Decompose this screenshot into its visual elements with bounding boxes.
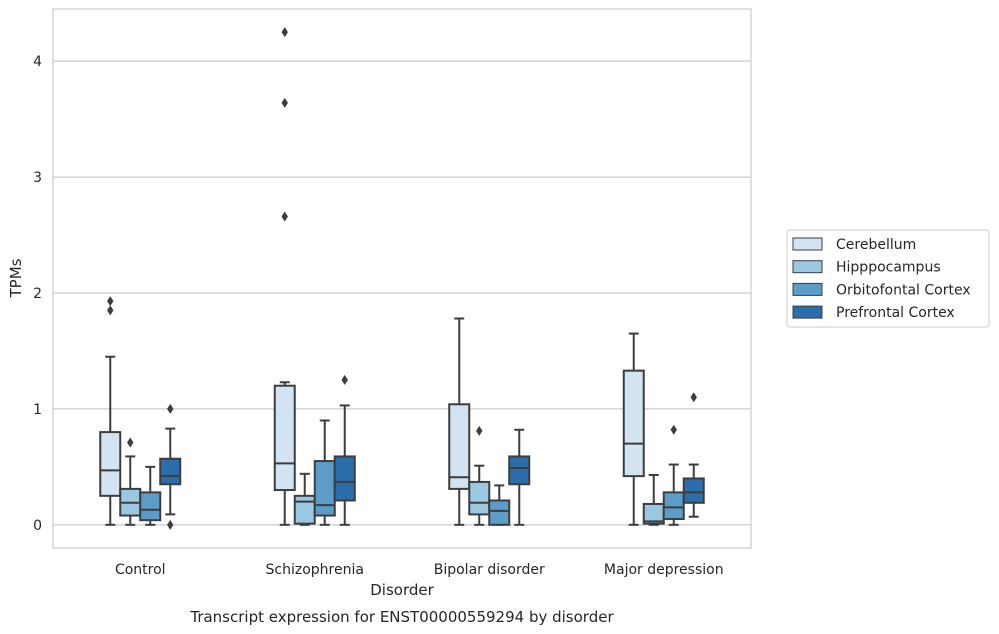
- legend-frame: [786, 229, 990, 328]
- box-group: [273, 27, 296, 526]
- legend: Cerebellum Hipppocampus Orbitofontal Corte…: [786, 229, 990, 328]
- legend-label: Cerebellum: [836, 237, 916, 253]
- legend-swatch: [792, 305, 823, 319]
- box-group: [99, 296, 122, 526]
- box: [682, 477, 705, 504]
- legend-swatch: [792, 237, 823, 251]
- y-tick-label: 3: [33, 170, 42, 186]
- box: [468, 480, 491, 516]
- outlier-point: [281, 97, 288, 108]
- outlier-point: [167, 403, 174, 414]
- box-group: [662, 424, 685, 526]
- box-group: [642, 473, 665, 526]
- plot-background: [53, 9, 751, 548]
- box-group: [139, 465, 162, 526]
- box: [448, 403, 471, 490]
- x-tick-label: Control: [115, 562, 166, 578]
- box-group: [448, 317, 471, 526]
- x-axis-label: Disorder: [370, 581, 434, 599]
- outlier-point: [281, 27, 288, 38]
- box-group: [468, 425, 491, 526]
- outlier-point: [107, 296, 114, 307]
- legend-label: Prefrontal Cortex: [836, 305, 955, 321]
- box: [99, 431, 122, 497]
- box: [293, 494, 316, 525]
- plot-frame: [52, 8, 752, 549]
- box: [662, 491, 685, 521]
- box: [273, 384, 296, 492]
- y-tick-label: 4: [33, 54, 42, 70]
- box-group: [333, 374, 356, 526]
- box: [488, 499, 511, 526]
- box: [313, 460, 336, 517]
- box-group: [682, 392, 705, 518]
- x-tick-label: Bipolar disorder: [434, 562, 545, 578]
- outlier-point: [127, 437, 134, 448]
- y-axis-label: TPMs: [7, 258, 25, 298]
- outlier-point: [341, 374, 348, 385]
- legend-label: Hipppocampus: [836, 260, 941, 276]
- box: [159, 457, 182, 486]
- box: [333, 455, 356, 502]
- y-tick-label: 2: [33, 286, 42, 302]
- y-tick-label: 1: [33, 402, 42, 418]
- outlier-point: [167, 519, 174, 530]
- box: [622, 369, 645, 478]
- outlier-point: [670, 424, 677, 435]
- box: [139, 491, 162, 522]
- boxes: [99, 27, 705, 530]
- legend-swatch: [792, 260, 823, 274]
- outlier-point: [690, 392, 697, 403]
- y-tick-label: 0: [33, 518, 42, 534]
- outlier-point: [107, 305, 114, 316]
- chart-title: Transcript expression for ENST0000055929…: [189, 608, 614, 626]
- box-group: [622, 332, 645, 526]
- box-group: [159, 403, 182, 530]
- box-group: [119, 437, 142, 526]
- x-tick-labels: Control Schizophrenia Bipolar disorder Majo…: [115, 562, 724, 578]
- y-tick-labels: 0 1 2 3 4: [33, 54, 42, 534]
- outlier-point: [281, 211, 288, 222]
- x-tick-label: Major depression: [604, 562, 724, 578]
- x-tick-label: Schizophrenia: [266, 562, 364, 578]
- box-group: [508, 428, 531, 526]
- outlier-point: [476, 425, 483, 436]
- legend-label: Orbitofontal Cortex: [836, 282, 971, 298]
- box: [508, 455, 531, 486]
- legend-swatch: [792, 282, 823, 296]
- box-group: [488, 484, 511, 526]
